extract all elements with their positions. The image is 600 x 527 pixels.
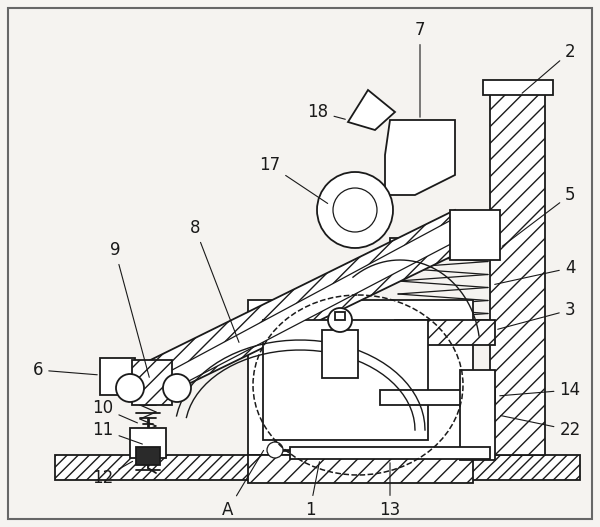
Bar bbox=[248, 455, 473, 483]
Text: 10: 10 bbox=[92, 399, 137, 423]
Text: 5: 5 bbox=[502, 186, 575, 246]
Text: A: A bbox=[223, 451, 263, 519]
Bar bbox=[380, 390, 495, 405]
Bar bbox=[490, 85, 545, 455]
Circle shape bbox=[333, 188, 377, 232]
Text: 7: 7 bbox=[415, 21, 425, 117]
Bar bbox=[130, 428, 166, 458]
Text: 1: 1 bbox=[305, 462, 319, 519]
Circle shape bbox=[163, 374, 191, 402]
Circle shape bbox=[328, 308, 352, 332]
Text: 18: 18 bbox=[307, 103, 346, 121]
Text: 3: 3 bbox=[497, 301, 575, 329]
Polygon shape bbox=[120, 210, 475, 405]
Bar bbox=[335, 312, 345, 320]
Polygon shape bbox=[450, 210, 500, 260]
Text: 2: 2 bbox=[522, 43, 575, 93]
Bar bbox=[395, 320, 495, 345]
Text: 12: 12 bbox=[92, 461, 133, 487]
Circle shape bbox=[267, 442, 283, 458]
Text: 4: 4 bbox=[495, 259, 575, 285]
Bar bbox=[55, 455, 580, 480]
Text: 8: 8 bbox=[190, 219, 239, 343]
Text: 11: 11 bbox=[92, 421, 142, 444]
Bar bbox=[248, 300, 473, 455]
Polygon shape bbox=[148, 218, 468, 395]
Text: 22: 22 bbox=[501, 416, 581, 439]
Bar bbox=[390, 238, 498, 258]
Text: 17: 17 bbox=[259, 156, 328, 203]
Bar bbox=[322, 330, 358, 378]
Text: 9: 9 bbox=[110, 241, 149, 377]
Bar bbox=[290, 447, 490, 459]
Bar bbox=[483, 80, 553, 95]
Text: 6: 6 bbox=[33, 361, 97, 379]
Bar bbox=[136, 447, 160, 465]
Bar bbox=[263, 320, 428, 440]
Bar bbox=[460, 370, 495, 460]
Bar bbox=[132, 360, 172, 405]
Text: 13: 13 bbox=[379, 463, 401, 519]
Circle shape bbox=[116, 374, 144, 402]
Text: 14: 14 bbox=[500, 381, 581, 399]
Polygon shape bbox=[100, 358, 135, 395]
Polygon shape bbox=[385, 120, 455, 195]
Polygon shape bbox=[348, 90, 395, 130]
Circle shape bbox=[317, 172, 393, 248]
